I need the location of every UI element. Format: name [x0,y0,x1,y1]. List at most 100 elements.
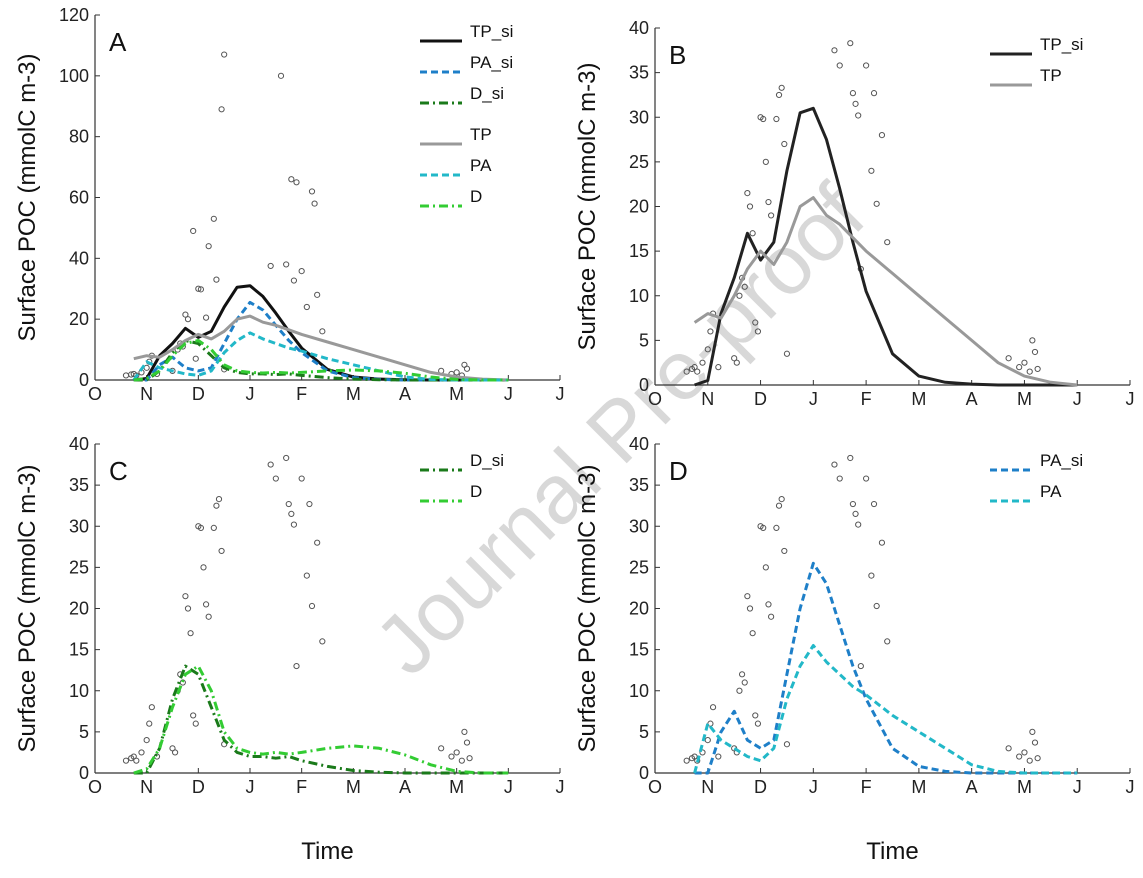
observation [768,212,775,219]
y-axis-label: Surface POC (mmolC m-3) [574,464,601,752]
observation [707,328,714,335]
observation [171,749,179,756]
observation [863,62,870,69]
observation [122,757,130,764]
observation [1021,359,1028,366]
x-tick-label: O [648,389,662,409]
observation [744,593,751,600]
x-tick-label: J [246,384,255,404]
observation [1031,348,1039,356]
observation [1026,757,1033,764]
observation [182,593,189,600]
legend-label: D [470,482,482,501]
observation [197,286,205,293]
y-tick-label: 15 [69,640,89,660]
observation [311,200,318,207]
y-tick-label: 60 [69,188,89,208]
x-tick-label: J [1073,389,1082,409]
x-tick-label: J [504,384,513,404]
observation [1016,753,1023,760]
observation [754,720,762,727]
x-tick-label: A [966,389,978,409]
observation [215,496,223,503]
observation [463,739,471,746]
observation [1005,355,1012,362]
y-tick-label: 30 [69,516,89,536]
observation [765,198,772,206]
x-tick-label: J [556,384,565,404]
x-tick-label: J [246,777,255,797]
y-tick-label: 20 [69,599,89,619]
observation [283,454,290,462]
observation [704,737,711,744]
observation [303,303,310,311]
observation [210,524,217,531]
observation [836,475,843,482]
observation [746,605,754,612]
observation [768,613,775,620]
observation [781,140,788,148]
observation [852,510,859,518]
observation [691,364,698,371]
observation [775,91,783,99]
observation [184,316,192,323]
x-tick-label: M [449,384,464,404]
series-line [693,196,1078,387]
observation [143,737,150,744]
observation [293,179,300,186]
y-tick-label: 15 [629,241,649,261]
observation [288,510,295,518]
series-line [133,314,509,382]
observation [741,679,748,686]
series-line [133,284,509,382]
y-tick-label: 80 [69,127,89,147]
observation [699,749,706,756]
y-tick-label: 100 [59,66,89,86]
observation [122,372,130,379]
x-tick-label: M [911,389,926,409]
observation [277,72,285,79]
y-tick-label: 25 [69,557,89,577]
x-tick-label: J [556,777,565,797]
x-tick-label: D [192,384,205,404]
y-tick-label: 0 [639,763,649,783]
y-tick-label: 20 [629,197,649,217]
series-line [693,644,1078,775]
observation [760,524,767,531]
observation [778,496,785,503]
observation [847,40,854,47]
legend-label: TP [1040,66,1062,85]
legend-label: TP [470,125,492,144]
observation [303,572,310,579]
observation [752,712,759,719]
x-tick-label: N [701,389,714,409]
panel: 0 5 10 15 20 25 30 35 40 O N D J F M A M J J Surface POC (m… [14,434,565,865]
y-tick-label: 20 [629,599,649,619]
observation [736,687,743,694]
y-axis-label: Surface POC (mmolC m-3) [14,53,41,341]
observation [190,712,197,719]
observation [749,630,756,637]
y-tick-label: 0 [79,763,89,783]
observation [202,314,210,321]
observation [138,749,145,756]
observation [285,500,292,508]
y-tick-label: 10 [69,681,89,701]
observation [1021,749,1028,756]
y-tick-label: 35 [69,475,89,495]
observation [218,547,225,555]
observation [267,461,274,468]
observation [863,475,870,482]
y-tick-label: 40 [69,248,89,268]
observation [192,720,199,727]
y-tick-label: 0 [639,375,649,395]
x-tick-label: A [399,384,411,404]
observation [741,283,748,290]
y-tick-label: 40 [629,434,649,454]
observation [847,454,854,462]
observation [773,115,780,123]
x-tick-label: M [449,777,464,797]
observation [298,475,305,482]
observation [781,547,788,555]
panel: 0 20 40 60 80 100 120 O N D J F M A M J J Surface POC (mm… [14,5,565,404]
